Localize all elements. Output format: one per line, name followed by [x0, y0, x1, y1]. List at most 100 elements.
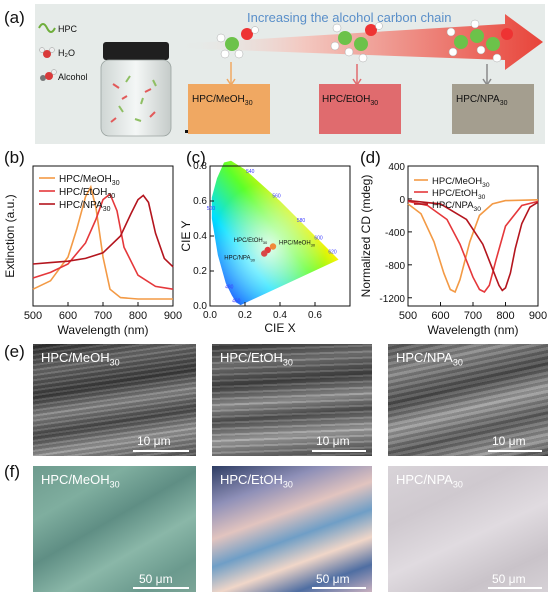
cie-wavelength-mark: 480 [225, 285, 234, 291]
panel-label-b: (b) [4, 148, 25, 167]
chart-b-legend-label-0: HPC/MeOH30 [59, 174, 120, 187]
jar-particles [110, 75, 157, 123]
chart-c-xtick-label: 0.2 [238, 310, 252, 321]
chart-d-xtick-label: 600 [431, 310, 449, 322]
chart-d-series-0 [407, 199, 539, 294]
cie-wavelength-mark: 560 [272, 194, 281, 200]
panel-label-e: (e) [4, 342, 25, 361]
cie-wavelength-mark: 620 [328, 250, 337, 256]
chart-c-ytick-label: 0.2 [193, 266, 207, 277]
panel-label-d: (d) [360, 148, 381, 167]
chart-c-xtick-label: 0.6 [308, 310, 322, 321]
chart-d-ytick-label: 400 [388, 162, 405, 173]
panel-a-illustration [38, 14, 543, 137]
propanol-molecule-icon [446, 19, 513, 63]
cie-point-2 [269, 243, 277, 250]
cie-point-1 [261, 250, 268, 257]
pom-image-meoh: HPC/MeOH30 50 μm [33, 466, 196, 592]
swatch-npa-label: HPC/NPA30 [456, 94, 508, 107]
cie-point-label-1: HPC/NPA30 [224, 256, 255, 263]
cie-wavelength-mark: 580 [297, 218, 306, 224]
sem-image-meoh: HPC/MeOH30 10 μm [33, 344, 196, 456]
chart-b-xlabel: Wavelength (nm) [58, 323, 149, 337]
chart-d-legend-label-0: HPC/MeOH30 [432, 176, 490, 189]
chart-b-xtick-label: 700 [94, 310, 112, 322]
chart-b-legend-label-1: HPC/EtOH30 [59, 187, 115, 200]
cie-point-label-0: HPC/EtOH30 [234, 238, 268, 245]
jar-lid [103, 42, 169, 60]
chart-b-xtick-label: 600 [59, 310, 77, 322]
chart-d-cd: 500 600 700 800 900 400 0 -400 -800 -1200 Waveleng… [359, 162, 547, 337]
chart-c-xtick-label: 0.4 [273, 310, 287, 321]
sem-image-etoh: HPC/EtOH30 10 μm [212, 344, 372, 456]
chart-c-xlabel: CIE X [264, 321, 295, 335]
ethanol-molecule-icon [330, 22, 383, 63]
chart-d-xtick-label: 500 [399, 310, 417, 322]
chart-d-xtick-label: 800 [496, 310, 514, 322]
methanol-molecule-icon [216, 26, 259, 59]
pom-image-etoh: HPC/EtOH30 50 μm [212, 466, 372, 592]
chart-d-ytick-label: 0 [399, 195, 405, 206]
alcohol-icon [40, 69, 57, 81]
chart-b-legend-label-2: HPC/NPA30 [59, 200, 111, 213]
hpc-icon [38, 23, 56, 33]
chart-b-xtick-label: 900 [164, 310, 182, 322]
chart-c-ytick-label: 0.8 [193, 161, 207, 172]
cie-wavelength-mark: 500 [207, 206, 216, 212]
swatch-npa [452, 84, 534, 134]
chart-c-xtick-label: 0.0 [203, 310, 217, 321]
chart-b-ylabel: Extinction (a.u.) [3, 194, 17, 277]
sem-etoh-scale-text: 10 μm [316, 434, 350, 448]
sem-npa-scale-bar [488, 450, 542, 452]
chart-d-ylabel: Normalized CD (mdeg) [359, 175, 373, 298]
legend-h2o: H₂O [58, 48, 75, 58]
pom-etoh-scale-bar [312, 587, 366, 589]
cie-white-overlay [211, 160, 339, 306]
sem-meoh-scale-bar [133, 450, 189, 452]
sem-npa-scale-text: 10 μm [492, 434, 526, 448]
chart-b-xtick-label: 800 [129, 310, 147, 322]
chart-c-ytick-label: 0.0 [193, 301, 207, 312]
cie-wavelength-mark: 520 [222, 160, 231, 161]
pom-meoh-scale-bar [133, 587, 189, 589]
chart-c-ylabel: CIE Y [180, 220, 193, 251]
chart-d-ytick-label: -1200 [379, 294, 405, 305]
arrow-caption: Increasing the alcohol carbon chain [247, 10, 452, 25]
pom-etoh-title: HPC/EtOH30 [220, 472, 293, 490]
cie-point-label-2: HPC/MeOH30 [279, 241, 316, 248]
cie-wavelength-mark: 460 [232, 299, 241, 305]
panel-label-c: (c) [186, 148, 206, 167]
chart-b-series-0 [32, 184, 173, 300]
sem-npa-title: HPC/NPA30 [396, 350, 463, 368]
chart-d-ytick-label: -800 [385, 261, 405, 272]
legend-alcohol: Alcohol [58, 72, 88, 82]
panel-label-f: (f) [4, 462, 21, 481]
pom-meoh-title: HPC/MeOH30 [41, 472, 120, 490]
chart-d-xlabel: Wavelength (nm) [428, 323, 519, 337]
sem-etoh-title: HPC/EtOH30 [220, 350, 293, 368]
swatch-meoh [188, 84, 270, 134]
jar-body [100, 59, 172, 137]
chart-c-ytick-label: 0.4 [193, 231, 207, 242]
sem-meoh-title: HPC/MeOH30 [41, 350, 120, 368]
chart-d-legend-label-1: HPC/EtOH30 [432, 188, 486, 201]
panel-label-a: (a) [4, 8, 25, 27]
down-arrows [226, 62, 492, 87]
chart-d-series-2 [407, 199, 539, 292]
sem-etoh-scale-bar [312, 450, 366, 452]
swatch-meoh-label: HPC/MeOH30 [192, 94, 253, 107]
chart-c-cie: 0.0 0.2 0.4 0.6 0.0 0.2 0.4 0.6 0.8 CIE X CIE Y 520… [180, 160, 351, 335]
cie-wavelength-mark: 540 [246, 169, 255, 175]
sem-image-npa: HPC/NPA30 10 μm [388, 344, 548, 456]
pom-npa-scale-text: 50 μm [492, 572, 526, 586]
cie-wavelength-mark: 600 [314, 236, 323, 242]
chart-d-legend-label-2: HPC/NPA30 [432, 200, 481, 213]
chart-d-xtick-label: 900 [529, 310, 547, 322]
h2o-icon [39, 47, 55, 58]
pom-meoh-scale-text: 50 μm [139, 572, 173, 586]
swatch-etoh [319, 84, 401, 134]
pom-npa-title: HPC/NPA30 [396, 472, 463, 490]
chart-d-ytick-label: -400 [385, 228, 405, 239]
chart-d-xtick-label: 700 [464, 310, 482, 322]
pom-npa-scale-bar [488, 587, 542, 589]
